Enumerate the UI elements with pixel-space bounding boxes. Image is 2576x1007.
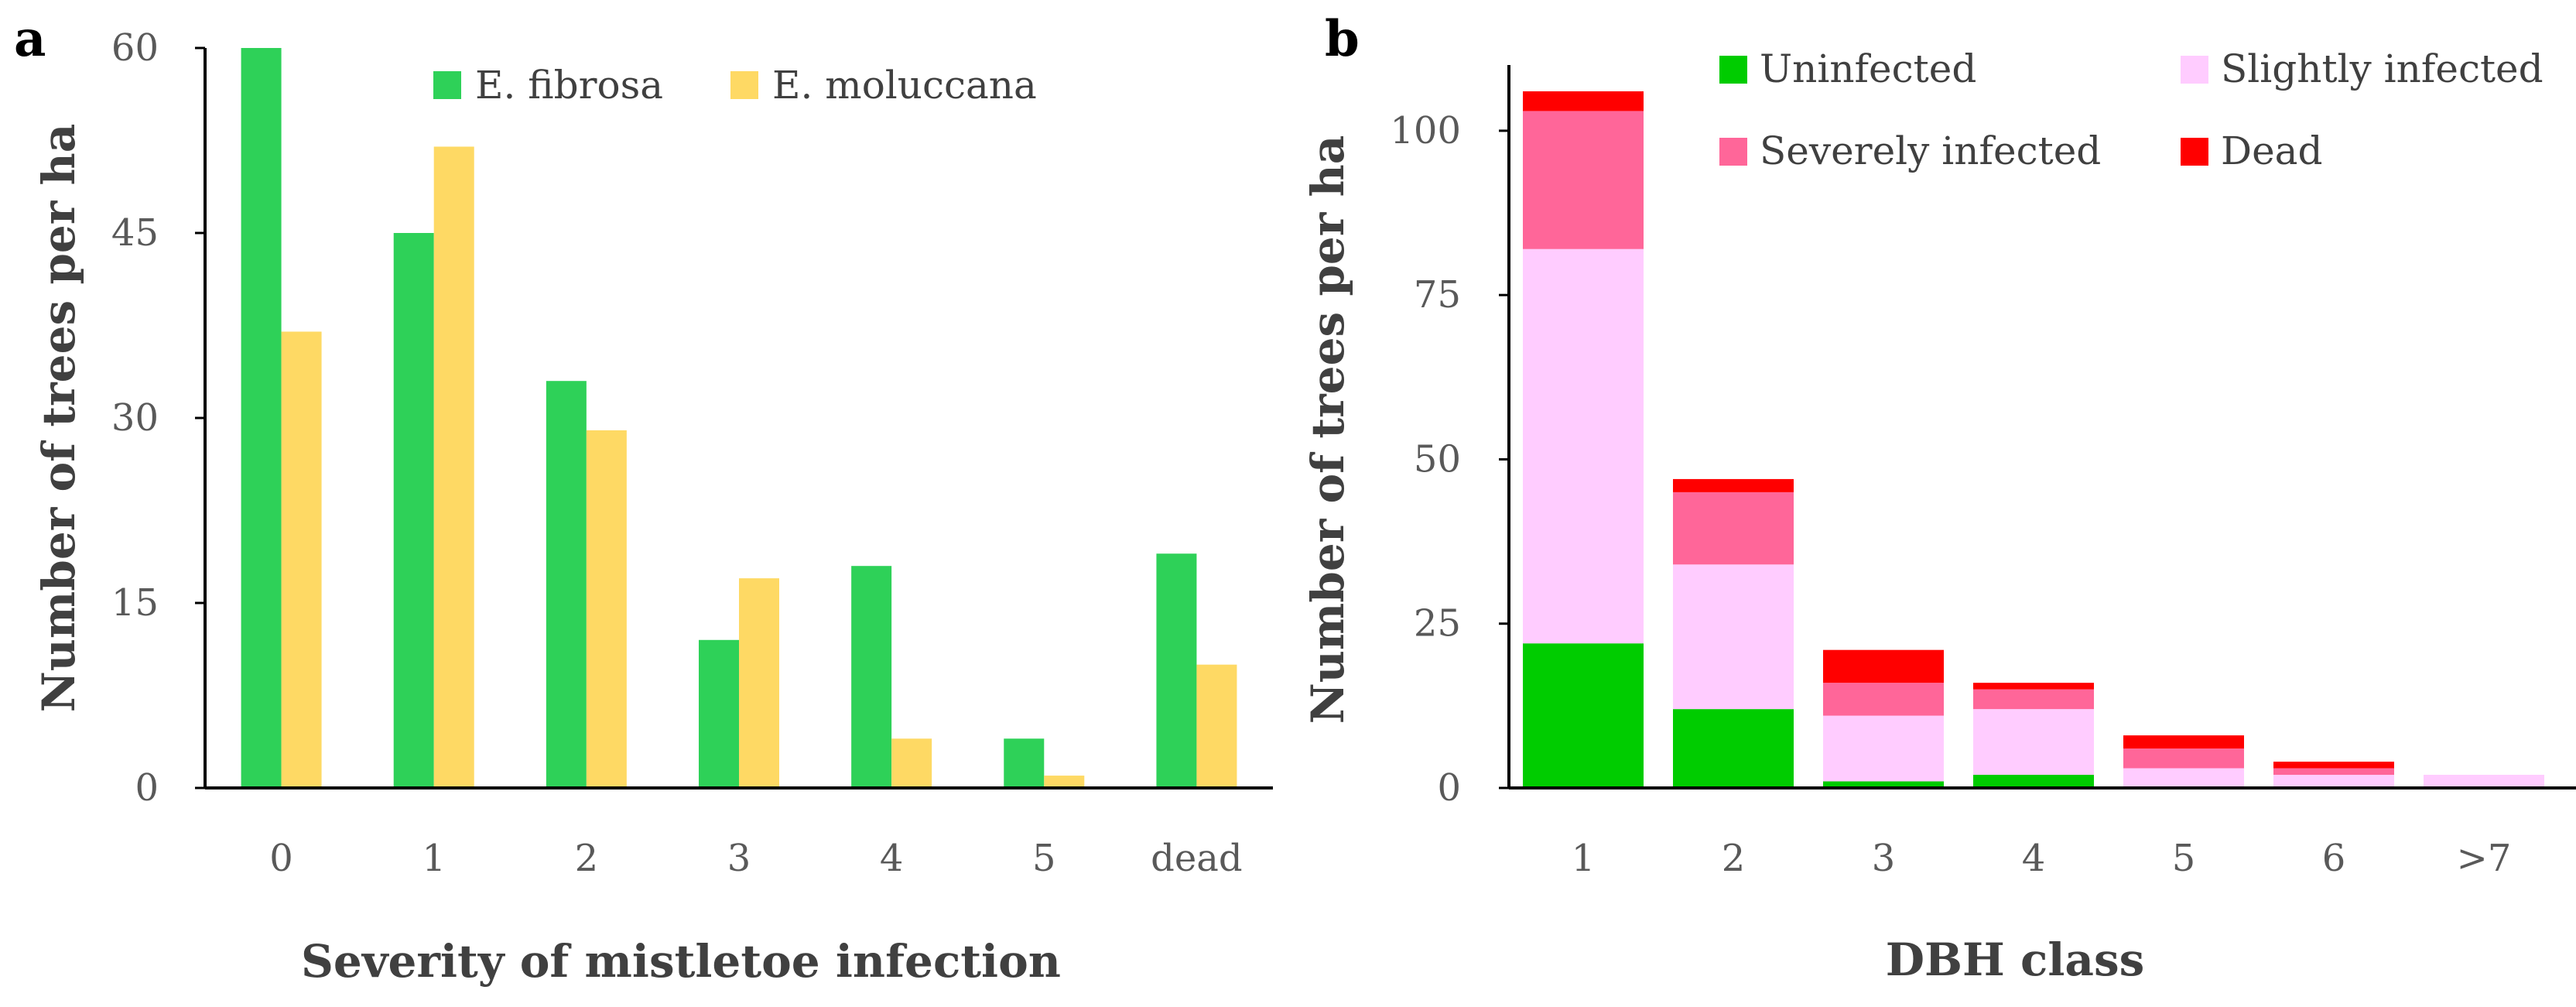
bar-e-fibrosa-0 [241,48,282,788]
y-tick-label-30: 30 [111,396,159,440]
bar-e-fibrosa-dead [1156,553,1197,788]
legend-label-severely-infected: Severely infected [1760,128,2101,173]
bar-e-moluccana-4 [891,738,932,788]
y-tick-label-45: 45 [111,211,159,255]
panel-b-y-axis-title: Number of trees per ha [1302,135,1354,724]
bar-segment-severely-infected-dbh-3 [1823,683,1944,716]
panel-a-y-ticks: 0 15 30 45 60 [111,26,205,810]
bar-e-moluccana-3 [739,578,779,788]
bar-segment-uninfected-dbh-3 [1823,781,1944,788]
y-tick-label-b-0: 0 [1437,766,1461,810]
bar-segment-severely-infected-dbh-6 [2273,768,2394,776]
x-tick-label-dbh-2: 2 [1722,837,1746,880]
x-tick-label-dbh-1: 1 [1572,837,1596,880]
bar-segment-uninfected-dbh-2 [1673,709,1794,788]
bar-segment-slightly-infected-dbh-6 [2273,775,2394,788]
bar-segment-slightly-infected-dbh-1 [1523,248,1644,644]
legend-label-uninfected: Uninfected [1760,46,1976,91]
x-tick-label-dbh-3: 3 [1872,837,1896,880]
bar-segment-dead-dbh-5 [2123,735,2244,749]
bar-segment-slightly-infected-dbh-7 [2424,775,2544,788]
bar-e-fibrosa-3 [699,639,739,788]
x-tick-label-dbh-5: 5 [2172,837,2196,880]
legend-swatch-severely-infected [1719,138,1747,166]
legend-label-slightly-infected: Slightly infected [2221,46,2544,91]
panel-b-letter: b [1325,10,1360,68]
bar-segment-uninfected-dbh-4 [1973,775,2094,788]
bar-segment-dead-dbh-2 [1673,478,1794,492]
legend-swatch-uninfected [1719,56,1747,84]
legend-label-dead: Dead [2221,128,2323,173]
legend-label-e-moluccana: E. moluccana [772,63,1037,108]
y-tick-label-15: 15 [111,581,159,625]
panel-a-x-ticks: 0 1 2 3 4 5 dead [269,837,1242,880]
y-tick-label-b-100: 100 [1390,109,1461,152]
x-tick-label-dbh-6: 6 [2322,837,2346,880]
panel-a-y-axis-title: Number of trees per ha [32,124,85,713]
bar-segment-severely-infected-dbh-4 [1973,689,2094,710]
bar-e-moluccana-5 [1044,776,1085,788]
panel-a-legend: E. fibrosa E. moluccana [433,63,1037,108]
y-tick-label-b-75: 75 [1414,273,1461,317]
bar-e-moluccana-dead [1196,664,1237,788]
bar-e-fibrosa-5 [1004,738,1045,788]
panel-a-letter: a [14,10,46,68]
x-tick-label-5: 5 [1032,837,1056,880]
panel-b-bars [1523,91,2544,788]
bar-e-fibrosa-1 [393,233,434,788]
bar-segment-dead-dbh-4 [1973,683,2094,690]
bar-segment-dead-dbh-3 [1823,649,1944,683]
panel-b-x-ticks: 1 2 3 4 5 6 >7 [1572,837,2512,880]
bar-segment-severely-infected-dbh-1 [1523,111,1644,249]
legend-swatch-slightly-infected [2181,56,2208,84]
y-tick-label-60: 60 [111,26,159,70]
bar-segment-dead-dbh-1 [1523,91,1644,111]
legend-swatch-e-fibrosa [433,71,461,99]
x-tick-label-2: 2 [575,837,599,880]
y-tick-label-b-50: 50 [1414,437,1461,481]
panel-b: b 0 25 50 75 100 1 2 3 4 5 6 >7 DBH class Number o… [1302,10,2576,986]
panel-a-x-axis-title: Severity of mistletoe infection [301,935,1061,988]
bar-e-moluccana-0 [281,331,322,788]
bar-e-moluccana-1 [433,146,474,788]
panel-b-y-ticks: 0 25 50 75 100 [1390,109,1509,810]
y-tick-label-0: 0 [135,766,159,810]
bar-e-moluccana-2 [586,430,627,788]
panel-b-x-axis-title: DBH class [1886,933,2145,986]
bar-e-fibrosa-4 [851,566,892,788]
bar-segment-severely-infected-dbh-2 [1673,492,1794,565]
bar-segment-slightly-infected-dbh-5 [2123,768,2244,788]
x-tick-label-dbh-4: 4 [2022,837,2046,880]
legend-label-e-fibrosa: E. fibrosa [475,63,663,108]
bar-segment-severely-infected-dbh-5 [2123,748,2244,769]
bar-segment-uninfected-dbh-1 [1523,643,1644,788]
bar-segment-slightly-infected-dbh-3 [1823,715,1944,782]
x-tick-label-dead: dead [1151,837,1242,880]
bar-e-fibrosa-2 [546,381,587,788]
x-tick-label-3: 3 [727,837,751,880]
y-tick-label-b-25: 25 [1414,602,1461,646]
x-tick-label-dbh-7: >7 [2457,837,2512,880]
bar-segment-slightly-infected-dbh-4 [1973,709,2094,776]
bar-segment-dead-dbh-6 [2273,762,2394,769]
legend-swatch-e-moluccana [730,71,758,99]
x-tick-label-0: 0 [269,837,293,880]
bar-segment-slightly-infected-dbh-2 [1673,564,1794,710]
panel-b-legend: Uninfected Slightly infected Severely in… [1719,46,2544,173]
panel-a-bars [241,48,1237,788]
legend-swatch-dead [2181,138,2208,166]
x-tick-label-4: 4 [880,837,904,880]
x-tick-label-1: 1 [422,837,446,880]
